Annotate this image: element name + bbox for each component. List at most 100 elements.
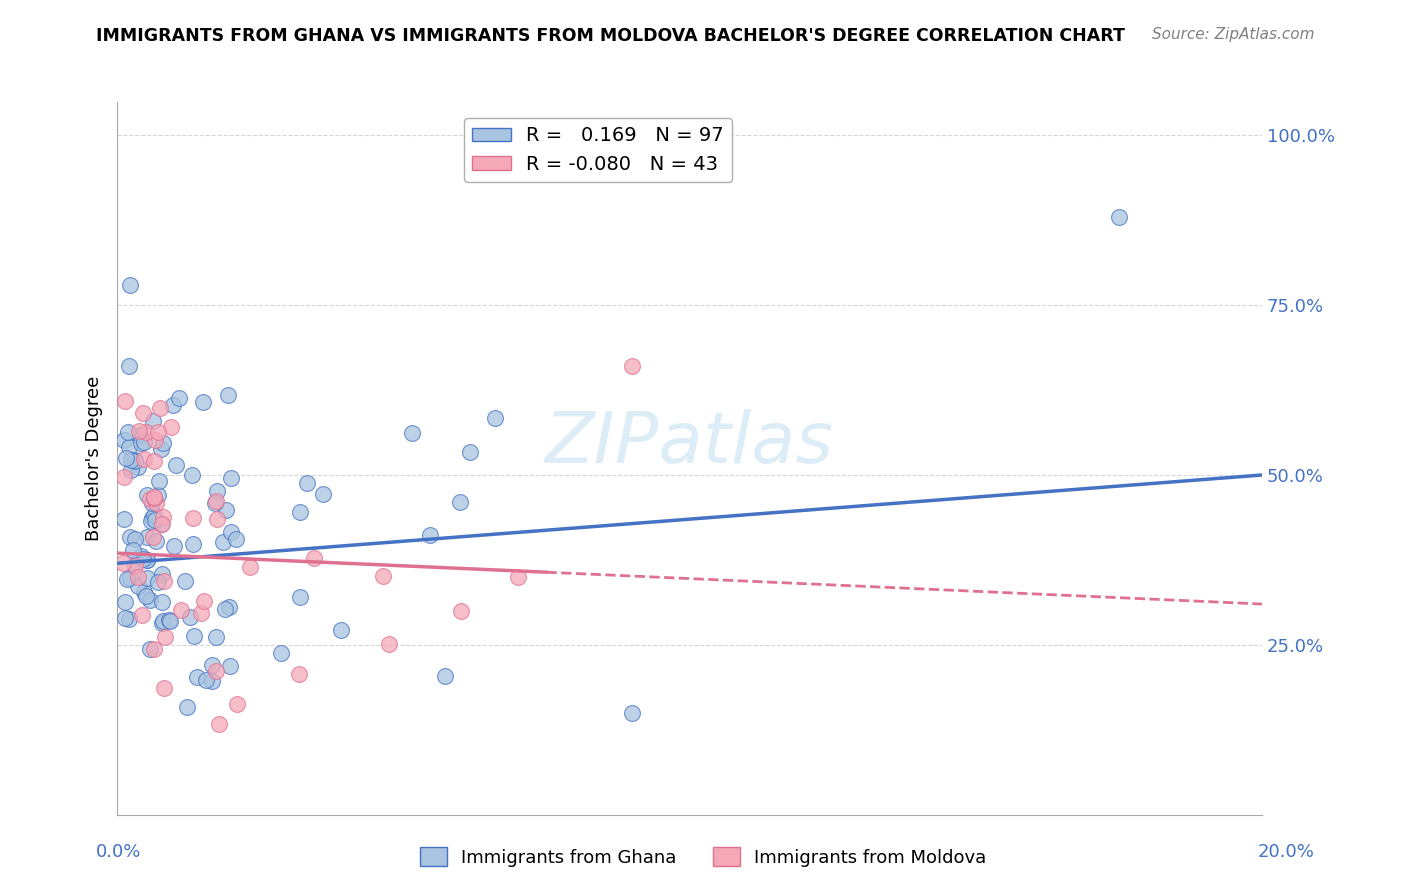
Legend: R =   0.169   N = 97, R = -0.080   N = 43: R = 0.169 N = 97, R = -0.080 N = 43 [464, 119, 731, 182]
Point [181, 537, 204, 551]
Point [150, 595, 173, 609]
Point [146, 425, 169, 439]
Legend: Immigrants from Ghana, Immigrants from Moldova: Immigrants from Ghana, Immigrants from M… [412, 840, 994, 874]
Point [167, 391, 190, 405]
Point [179, 610, 201, 624]
Point [150, 517, 173, 532]
Point [214, 602, 236, 616]
Point [124, 452, 146, 467]
Point [112, 512, 135, 526]
Point [288, 505, 311, 519]
Point [114, 450, 136, 465]
Point [183, 511, 205, 525]
Point [163, 539, 186, 553]
Point [146, 575, 169, 590]
Point [174, 574, 197, 589]
Point [450, 604, 472, 618]
Text: 20.0%: 20.0% [1258, 843, 1315, 861]
Point [330, 624, 353, 638]
Point [145, 533, 167, 548]
Point [160, 420, 183, 434]
Point [204, 496, 226, 510]
Point [142, 414, 165, 428]
Point [127, 570, 149, 584]
Point [148, 474, 170, 488]
Point [118, 359, 141, 374]
Y-axis label: Bachelor's Degree: Bachelor's Degree [86, 376, 103, 541]
Point [139, 492, 162, 507]
Point [204, 630, 226, 644]
Point [165, 458, 187, 472]
Point [204, 664, 226, 678]
Point [142, 530, 165, 544]
Point [195, 673, 218, 687]
Point [205, 512, 228, 526]
Text: IMMIGRANTS FROM GHANA VS IMMIGRANTS FROM MOLDOVA BACHELOR'S DEGREE CORRELATION C: IMMIGRANTS FROM GHANA VS IMMIGRANTS FROM… [96, 27, 1125, 45]
Point [135, 552, 157, 566]
Point [207, 716, 229, 731]
Point [132, 551, 155, 566]
Point [139, 593, 162, 607]
Point [127, 579, 149, 593]
Point [112, 557, 135, 571]
Point [112, 469, 135, 483]
Point [114, 611, 136, 625]
Point [159, 615, 181, 629]
Point [170, 603, 193, 617]
Point [120, 571, 142, 585]
Point [135, 530, 157, 544]
Point [150, 615, 173, 630]
Point [219, 471, 242, 485]
Point [128, 424, 150, 438]
Point [287, 666, 309, 681]
Point [215, 503, 238, 517]
Point [129, 435, 152, 450]
Point [157, 613, 180, 627]
Point [135, 425, 157, 439]
Point [302, 551, 325, 566]
Point [190, 606, 212, 620]
Point [218, 600, 240, 615]
Point [132, 584, 155, 599]
Point [117, 440, 139, 454]
Point [149, 401, 172, 415]
Point [142, 454, 165, 468]
Point [114, 393, 136, 408]
Point [143, 508, 166, 522]
Point [132, 452, 155, 467]
Point [225, 697, 247, 711]
Point [270, 647, 292, 661]
Point [143, 513, 166, 527]
Point [419, 528, 441, 542]
Point [129, 549, 152, 563]
Point [217, 387, 239, 401]
Point [434, 669, 457, 683]
Point [136, 553, 159, 567]
Point [120, 463, 142, 477]
Point [135, 590, 157, 604]
Point [132, 406, 155, 420]
Point [458, 445, 481, 459]
Point [153, 574, 176, 588]
Point [138, 642, 160, 657]
Point [150, 516, 173, 531]
Text: 0.0%: 0.0% [96, 843, 141, 861]
Point [288, 590, 311, 604]
Point [371, 569, 394, 583]
Point [131, 607, 153, 622]
Point [124, 453, 146, 467]
Point [153, 630, 176, 644]
Point [118, 612, 141, 626]
Point [132, 434, 155, 449]
Point [141, 514, 163, 528]
Point [124, 559, 146, 574]
Point [143, 641, 166, 656]
Point [193, 594, 215, 608]
Point [152, 614, 174, 628]
Text: ZIPatlas: ZIPatlas [546, 409, 834, 478]
Point [153, 681, 176, 695]
Point [186, 670, 208, 684]
Point [117, 425, 139, 440]
Point [205, 484, 228, 499]
Point [181, 467, 204, 482]
